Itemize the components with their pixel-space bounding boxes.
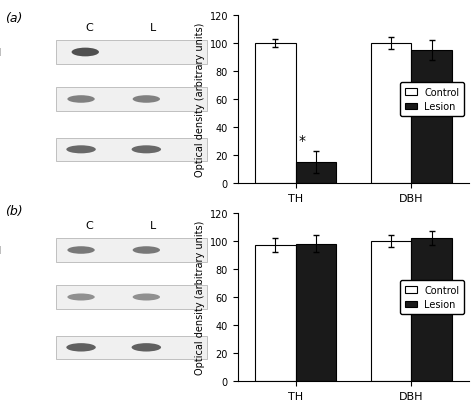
Bar: [296, 244, 336, 381]
Bar: [56, 138, 207, 162]
Bar: [411, 51, 452, 183]
Ellipse shape: [133, 96, 160, 103]
Bar: [371, 44, 411, 183]
Y-axis label: Optical density (arbitrary units): Optical density (arbitrary units): [195, 23, 205, 177]
Ellipse shape: [132, 146, 161, 154]
Bar: [255, 44, 296, 183]
Text: (a): (a): [5, 12, 22, 25]
Text: TH: TH: [0, 48, 1, 58]
Text: L: L: [149, 220, 156, 230]
Bar: [56, 239, 207, 262]
Text: DBH: DBH: [0, 95, 1, 105]
Text: DBH: DBH: [0, 292, 1, 302]
Bar: [56, 88, 207, 111]
Bar: [56, 41, 207, 65]
Y-axis label: Optical density (arbitrary units): Optical density (arbitrary units): [195, 220, 205, 374]
Legend: Control, Lesion: Control, Lesion: [400, 83, 465, 117]
Bar: [411, 239, 452, 381]
Bar: [296, 162, 336, 183]
Text: α-Tubulin: α-Tubulin: [0, 342, 1, 352]
Bar: [56, 286, 207, 309]
Ellipse shape: [67, 247, 95, 254]
Ellipse shape: [133, 294, 160, 301]
Text: α-Tubulin: α-Tubulin: [0, 145, 1, 155]
Ellipse shape: [67, 96, 95, 103]
Bar: [56, 336, 207, 359]
Ellipse shape: [66, 343, 96, 352]
Ellipse shape: [67, 294, 95, 301]
Text: L: L: [149, 23, 156, 33]
Ellipse shape: [133, 247, 160, 254]
Ellipse shape: [66, 146, 96, 154]
Bar: [371, 241, 411, 381]
Text: TH: TH: [0, 245, 1, 255]
Text: (b): (b): [5, 205, 22, 217]
Legend: Control, Lesion: Control, Lesion: [400, 280, 465, 314]
Text: C: C: [86, 23, 93, 33]
Bar: [255, 246, 296, 381]
Ellipse shape: [132, 343, 161, 352]
Text: C: C: [86, 220, 93, 230]
Text: *: *: [299, 133, 305, 147]
Ellipse shape: [72, 49, 99, 57]
